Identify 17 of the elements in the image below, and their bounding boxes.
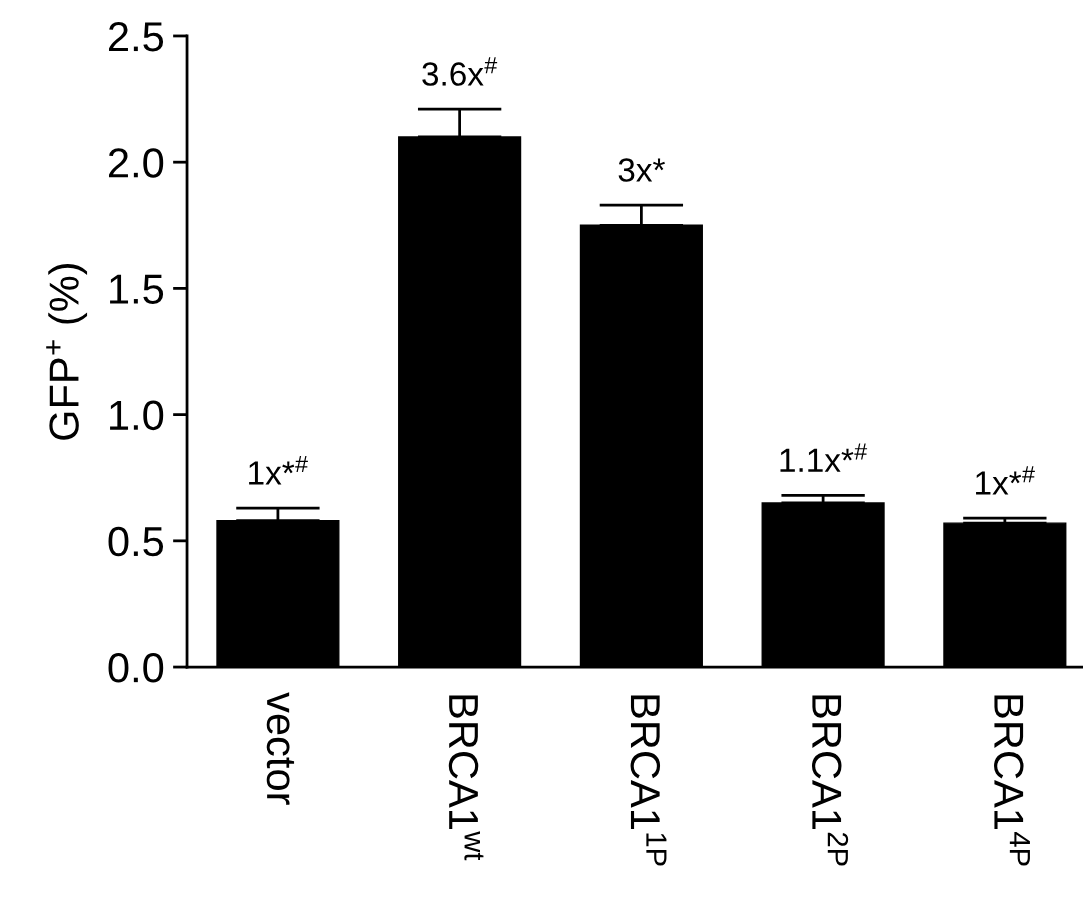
- y-tick-label: 2.0: [108, 148, 164, 178]
- y-tick-label: 0.0: [108, 653, 164, 683]
- annotation: 1x*$^{#}$: [249, 456, 308, 485]
- x-tick-label: BRCA1$^{wt}$: [448, 695, 484, 861]
- y-axis-title: GFP$^{+}$ (%): [46, 263, 88, 440]
- y-tick-label: 1.5: [110, 274, 164, 304]
- x-tick-label: BRCA1$^{4P}$: [994, 695, 1030, 866]
- y-tick-label: 1.0: [110, 400, 164, 431]
- annotation: 3.6x$^{#}$: [422, 57, 498, 86]
- annotation: 1x*$^{#}$: [976, 466, 1035, 495]
- y-tick-label: 0.5: [108, 526, 164, 557]
- x-tick-label: vector: [266, 692, 295, 805]
- annotation: 1.1x*$^{#}$: [780, 443, 868, 472]
- y-tick-label: 2.5: [108, 21, 164, 52]
- annotation: 3x*: [618, 158, 665, 182]
- x-tick-label: BRCA1$^{2P}$: [811, 695, 849, 866]
- x-tick-label: BRCA1$^{1P}$: [630, 695, 667, 866]
